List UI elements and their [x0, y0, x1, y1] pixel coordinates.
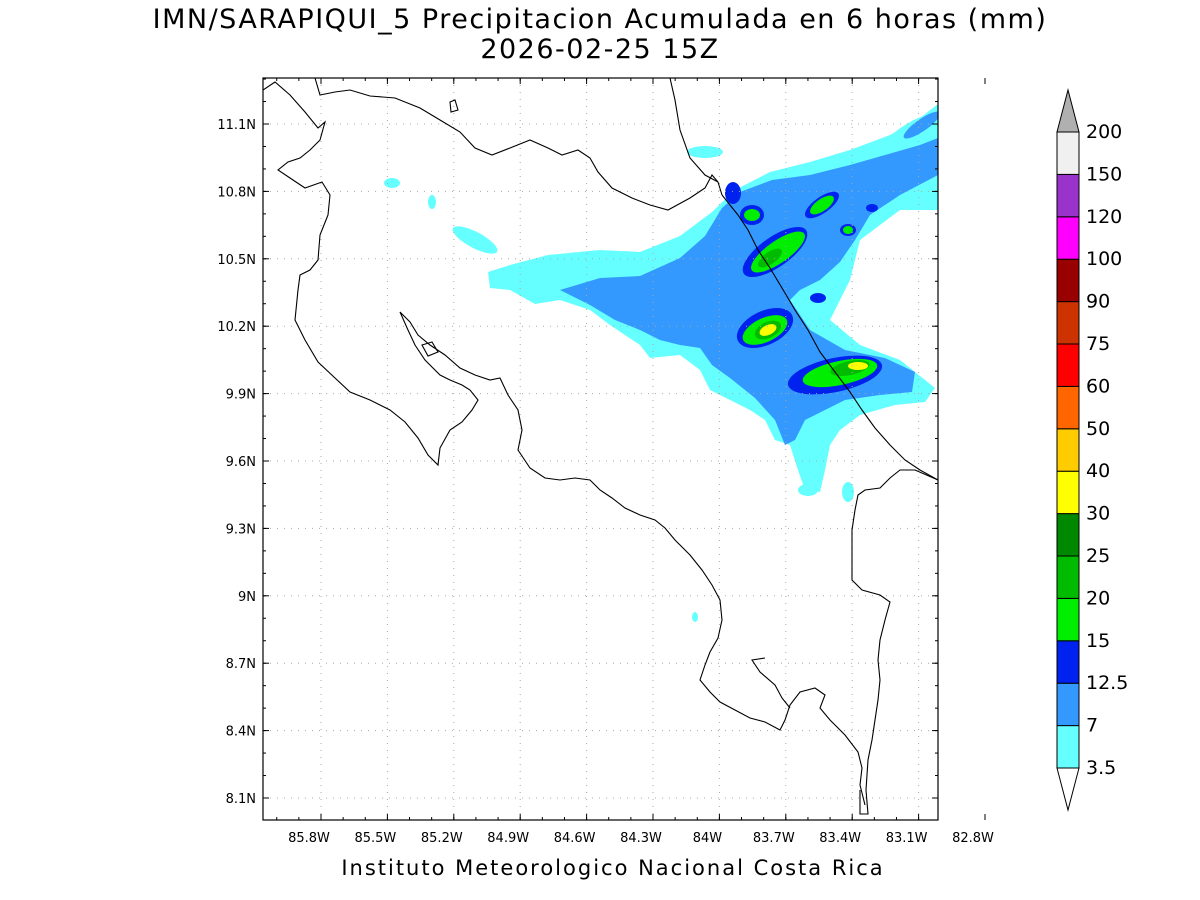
- colorbar-swatch: [1056, 258, 1080, 303]
- precipitation-field: [384, 104, 938, 622]
- colorbar-lower-extend: [1056, 767, 1080, 812]
- plot-frame: [262, 77, 939, 821]
- lon-tick-label: 84.6W: [554, 831, 596, 846]
- lat-tick-label: 9.9N: [226, 388, 256, 403]
- lon-tick-label: 84.3W: [620, 831, 662, 846]
- colorbar-swatch: [1056, 682, 1080, 727]
- lat-tick-label: 10.8N: [217, 185, 256, 200]
- colorbar-swatch: [1056, 428, 1080, 472]
- colorbar-label: 100: [1086, 248, 1122, 270]
- colorbar-swatch: [1056, 173, 1080, 218]
- colorbar-upper-extend: [1056, 88, 1080, 133]
- colorbar-label: 75: [1086, 333, 1110, 355]
- lat-tick-label: 9N: [238, 590, 256, 605]
- footer-credit: Instituto Meteorologico Nacional Costa R…: [341, 856, 885, 880]
- colorbar-swatch: [1056, 343, 1080, 387]
- colorbar-swatch: [1056, 555, 1080, 599]
- latitude-axis: 11.1N 10.8N 10.5N 10.2N 9.9N 9.6N 9.3N 9N 8.7N 8.…: [217, 118, 256, 807]
- lat-tick-label: 10.2N: [217, 320, 256, 335]
- precip-band-30: [759, 324, 868, 370]
- lon-tick-label: 85.5W: [354, 831, 396, 846]
- colorbar-swatch: [1056, 513, 1080, 557]
- longitude-axis: 85.8W 85.5W 85.2W 84.9W 84.6W 84.3W 84W 83.7W 83…: [288, 831, 994, 846]
- lat-tick-label: 8.1N: [226, 792, 256, 807]
- colorbar-swatch: [1056, 301, 1080, 345]
- colorbar-swatch: [1056, 640, 1080, 684]
- lon-tick-label: 82.8W: [952, 831, 994, 846]
- tick-marks: [263, 78, 986, 820]
- lon-tick-label: 84.9W: [487, 831, 529, 846]
- colorbar-label: 7: [1086, 715, 1098, 737]
- lat-tick-label: 9.3N: [226, 522, 256, 537]
- lon-tick-label: 83.4W: [819, 831, 861, 846]
- colorbar-swatch: [1056, 216, 1080, 260]
- lat-tick-label: 10.5N: [217, 253, 256, 268]
- colorbar-label: 50: [1086, 418, 1110, 440]
- colorbar-label: 25: [1086, 545, 1110, 567]
- chart-title: IMN/SARAPIQUI_5 Precipitacion Acumulada …: [152, 4, 1048, 35]
- colorbar-label: 200: [1086, 121, 1122, 143]
- lat-tick-label: 9.6N: [226, 455, 256, 470]
- colorbar-label: 60: [1086, 375, 1110, 397]
- lat-tick-label: 11.1N: [217, 118, 256, 133]
- colorbar-label: 15: [1086, 630, 1110, 652]
- colorbar-swatch: [1056, 725, 1080, 769]
- country-boundaries: [263, 78, 938, 815]
- chart-subtitle: 2026-02-25 15Z: [480, 34, 720, 65]
- colorbar-label: 90: [1086, 291, 1110, 313]
- colorbar-swatch: [1056, 470, 1080, 515]
- colorbar-swatch: [1056, 597, 1080, 642]
- lon-tick-label: 85.8W: [288, 831, 330, 846]
- colorbar-label: 150: [1086, 163, 1122, 185]
- lon-tick-label: 83.1W: [886, 831, 928, 846]
- colorbar-swatch: [1056, 385, 1080, 430]
- colorbar-label: 30: [1086, 503, 1110, 525]
- lon-tick-label: 85.2W: [421, 831, 463, 846]
- lon-tick-label: 83.7W: [753, 831, 795, 846]
- colorbar-label: 40: [1086, 460, 1110, 482]
- colorbar-label: 20: [1086, 587, 1110, 609]
- colorbar-swatch: [1056, 131, 1080, 175]
- colorbar-label: 12.5: [1086, 672, 1128, 694]
- grid-lines: [263, 78, 938, 820]
- lat-tick-label: 8.4N: [226, 725, 256, 740]
- colorbar-legend: 3.5 7 12.5 15 20 25 30 40 50 60 75 90 100 120 150 200: [1056, 88, 1128, 812]
- colorbar-label: 120: [1086, 206, 1122, 228]
- lat-tick-label: 8.7N: [226, 657, 256, 672]
- lon-tick-label: 84W: [693, 831, 723, 846]
- colorbar-label: 3.5: [1086, 757, 1116, 779]
